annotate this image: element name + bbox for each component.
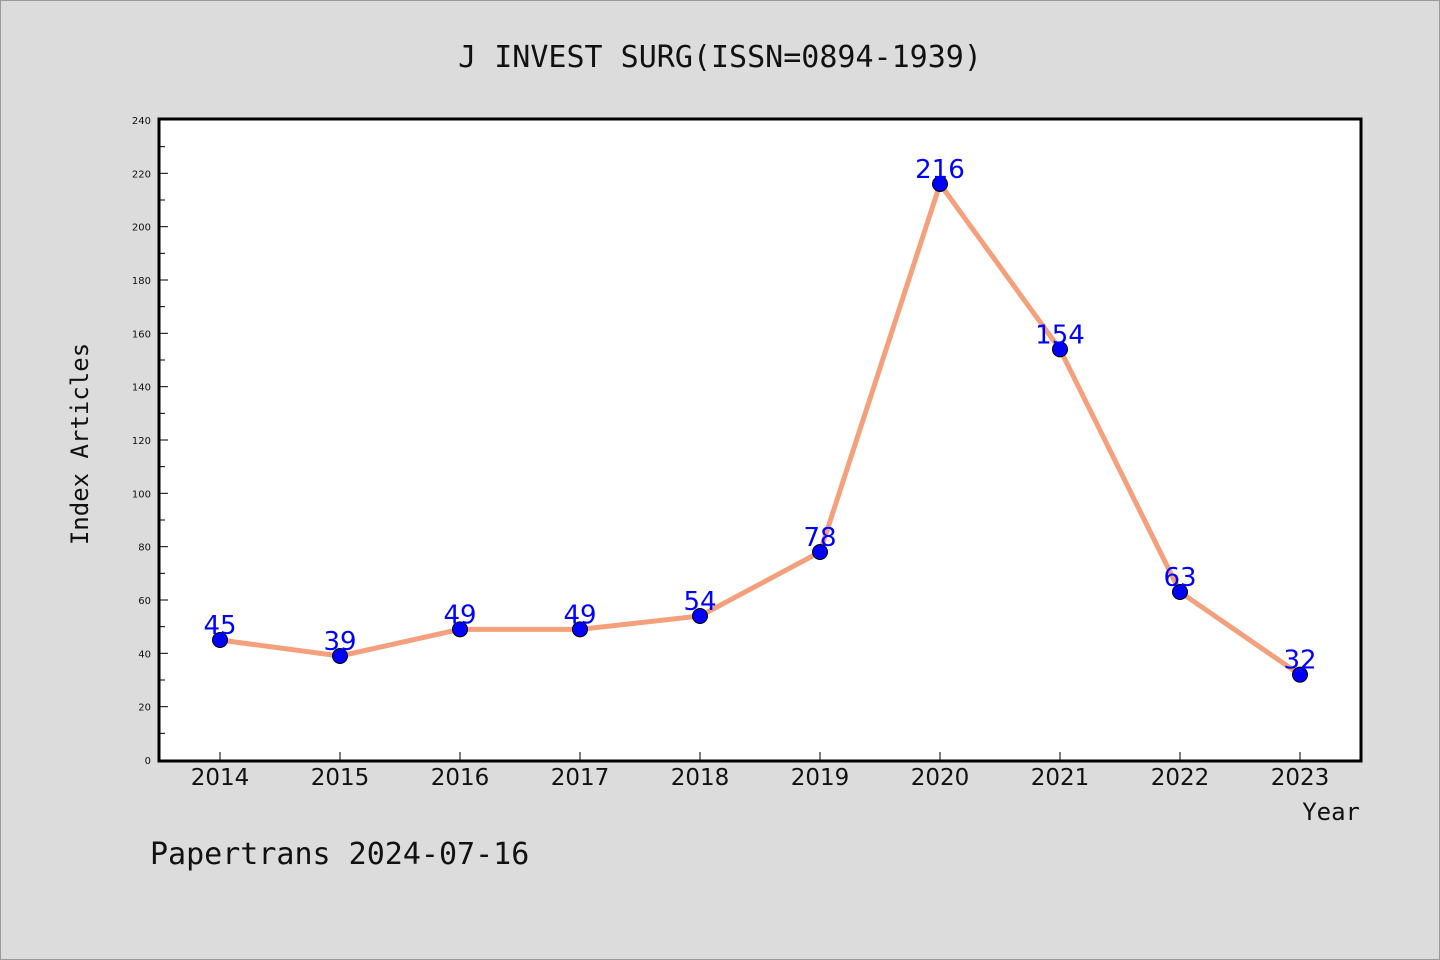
- y-tick-label: 160: [132, 329, 151, 340]
- data-point: [572, 621, 588, 638]
- x-tick-label: 2020: [911, 765, 970, 791]
- y-tick-label: 220: [132, 169, 151, 180]
- data-labels: 45 39 49 49 54 78 216 154 63 32: [203, 155, 1316, 676]
- y-tick-label: 20: [138, 703, 151, 714]
- x-axis: 2014 2015 2016 2017 2018 2019 2020 2021 2022 2023: [191, 752, 1330, 791]
- footer-source-date: Papertrans 2024-07-16: [150, 837, 529, 872]
- x-tick-label: 2015: [311, 765, 370, 791]
- series-line: [219, 181, 1302, 677]
- x-tick-label: 2019: [791, 765, 850, 791]
- y-tick-label: 200: [132, 223, 151, 234]
- plot-area: [157, 117, 1363, 763]
- y-tick-label: 240: [132, 116, 151, 127]
- y-tick-label: 80: [138, 543, 151, 554]
- x-axis-label: Year: [1302, 798, 1360, 826]
- data-label: 63: [1163, 563, 1196, 593]
- y-tick-label: 60: [138, 596, 151, 607]
- y-tick-label: 0: [145, 756, 151, 767]
- data-point: [812, 544, 828, 560]
- data-point: [932, 176, 948, 192]
- y-tick-label: 180: [132, 276, 151, 287]
- data-label: 216: [915, 155, 965, 185]
- data-label: 39: [323, 627, 356, 657]
- chart-title: J INVEST SURG(ISSN=0894-1939): [458, 40, 982, 75]
- x-tick-label: 2018: [671, 765, 730, 791]
- data-label: 78: [803, 523, 836, 553]
- data-label: 49: [443, 600, 476, 630]
- y-tick-label: 40: [138, 649, 151, 660]
- x-tick-label: 2017: [551, 765, 610, 791]
- data-markers: [212, 176, 1308, 683]
- data-label: 54: [683, 587, 716, 617]
- x-tick-label: 2014: [191, 765, 250, 791]
- data-point: [452, 621, 468, 638]
- x-tick-label: 2021: [1031, 765, 1090, 791]
- data-point: [1292, 666, 1308, 683]
- x-tick-label: 2016: [431, 765, 490, 791]
- data-point: [1172, 584, 1188, 600]
- data-point: [1052, 341, 1068, 358]
- data-label: 45: [203, 611, 236, 641]
- y-axis: 0 20 40 60 80 100 120 140 160 180 200 220 240: [132, 116, 168, 767]
- data-label: 32: [1283, 646, 1316, 676]
- y-tick-label: 120: [132, 436, 151, 447]
- data-label: 154: [1035, 320, 1085, 350]
- data-point: [692, 608, 708, 624]
- data-point: [332, 648, 348, 664]
- x-tick-label: 2022: [1151, 765, 1210, 791]
- y-tick-label: 140: [132, 383, 151, 394]
- y-tick-label: 100: [132, 489, 151, 500]
- x-tick-label: 2023: [1271, 765, 1330, 791]
- data-label: 49: [563, 600, 596, 630]
- y-axis-label: Index Articles: [66, 343, 94, 545]
- data-point: [212, 632, 228, 648]
